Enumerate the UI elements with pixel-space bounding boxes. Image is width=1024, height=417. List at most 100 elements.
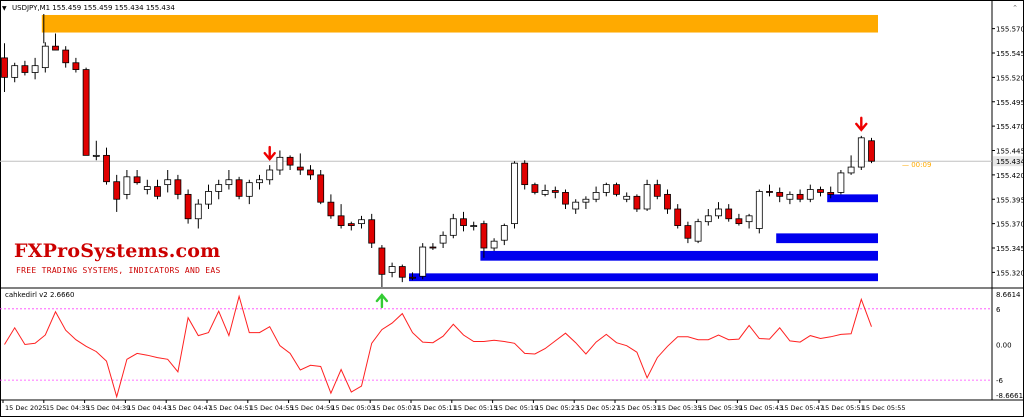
time-label: 15 Dec 04:43 [127, 404, 171, 412]
support-zone [480, 250, 878, 261]
candle [307, 169, 314, 176]
indicator-scale-label: -6 [996, 377, 1004, 385]
candle [41, 45, 49, 69]
restore-icon[interactable]: ⌃ [1012, 4, 1018, 12]
indicator-scale-label: -8.6661 [996, 392, 1023, 400]
time-label: 15 Dec 05:23 [535, 404, 579, 412]
candle [123, 176, 131, 195]
sell-arrow-icon [855, 116, 868, 132]
symbol-info: USDJPY,M1 155.459 155.459 155.434 155.43… [12, 4, 175, 12]
time-label: 15 Dec 05:11 [413, 404, 457, 412]
candle [82, 69, 90, 156]
brand-tagline: FREE TRADING SYSTEMS, INDICATORS AND EAS [16, 266, 221, 275]
candle [266, 169, 274, 181]
candle [796, 193, 804, 200]
sell-arrow-icon [263, 145, 276, 161]
candle [500, 225, 508, 241]
candle [72, 62, 80, 70]
candle [613, 184, 620, 195]
candle [766, 191, 773, 193]
candle [62, 49, 70, 64]
time-label: 15 Dec 04:39 [87, 404, 131, 412]
candle [398, 266, 406, 278]
candle [113, 181, 121, 200]
candle [245, 182, 253, 197]
candle [684, 225, 692, 239]
candle [847, 166, 855, 174]
indicator-title: cahkedirl v2 2.6660 [5, 291, 75, 299]
candle [480, 223, 488, 249]
indicator-scale-label: 8.6614 [996, 291, 1021, 299]
candle [490, 240, 498, 249]
time-label: 15 Dec 05:03 [331, 404, 375, 412]
time-label: 15 Dec 04:51 [209, 404, 253, 412]
candle [368, 219, 376, 244]
time-label: 15 Dec 05:07 [372, 404, 416, 412]
time-label: 15 Dec 05:43 [739, 404, 783, 412]
current-price-label: 155.434 [996, 158, 1024, 166]
candle [164, 179, 172, 186]
price-label: 155.420 [996, 172, 1024, 180]
candle [643, 184, 651, 210]
candle [215, 184, 223, 192]
brand-name: FXProSystems.com [14, 240, 221, 262]
candle [857, 137, 865, 168]
support-zone [827, 194, 878, 203]
candle [837, 172, 845, 193]
time-label: 15 Dec 04:59 [291, 404, 335, 412]
candle [439, 234, 447, 244]
candle [347, 223, 355, 226]
candle [327, 201, 335, 217]
candle [429, 246, 437, 249]
candle [562, 192, 569, 205]
buy-arrow-icon [375, 293, 389, 309]
candle [725, 208, 733, 220]
candle [633, 195, 641, 210]
time-label: 15 Dec 04:55 [250, 404, 294, 412]
candle [694, 221, 702, 242]
candle [388, 266, 396, 273]
candle [256, 179, 263, 184]
price-label: 155.470 [996, 123, 1024, 131]
candle [511, 162, 518, 225]
candle [235, 179, 243, 197]
candle [674, 208, 682, 226]
candle [786, 193, 794, 200]
time-label: 15 Dec 04:35 [46, 404, 90, 412]
time-label: 15 Dec 2025 [5, 404, 47, 412]
candle [174, 179, 182, 195]
candle [664, 193, 671, 210]
countdown-label: — 00:09 [902, 161, 931, 169]
price-label: 155.570 [996, 26, 1024, 34]
price-label: 155.395 [996, 196, 1024, 204]
candle [11, 65, 19, 78]
candle [449, 218, 457, 236]
price-label: 155.545 [996, 50, 1024, 58]
time-label: 15 Dec 05:47 [780, 404, 824, 412]
candle [745, 215, 753, 223]
time-label: 15 Dec 05:15 [454, 404, 498, 412]
candle [531, 184, 539, 193]
candle [541, 190, 549, 195]
candle [827, 192, 835, 195]
price-label: 155.495 [996, 99, 1024, 107]
time-label: 15 Dec 05:51 [821, 404, 865, 412]
price-label: 155.445 [996, 148, 1024, 156]
candle [868, 140, 875, 162]
candle [521, 162, 529, 186]
candle [154, 186, 161, 197]
chart-menu-dropdown-icon[interactable]: ▼ [2, 5, 7, 12]
candle [31, 65, 39, 73]
price-label: 155.345 [996, 245, 1024, 253]
candle [337, 215, 345, 226]
current-price-tag [993, 156, 1023, 167]
candle [409, 276, 416, 279]
candle [592, 192, 600, 200]
candle [378, 247, 386, 275]
candle [419, 246, 427, 277]
candle [276, 156, 284, 171]
candle [776, 192, 784, 197]
time-label: 15 Dec 05:55 [862, 404, 906, 412]
